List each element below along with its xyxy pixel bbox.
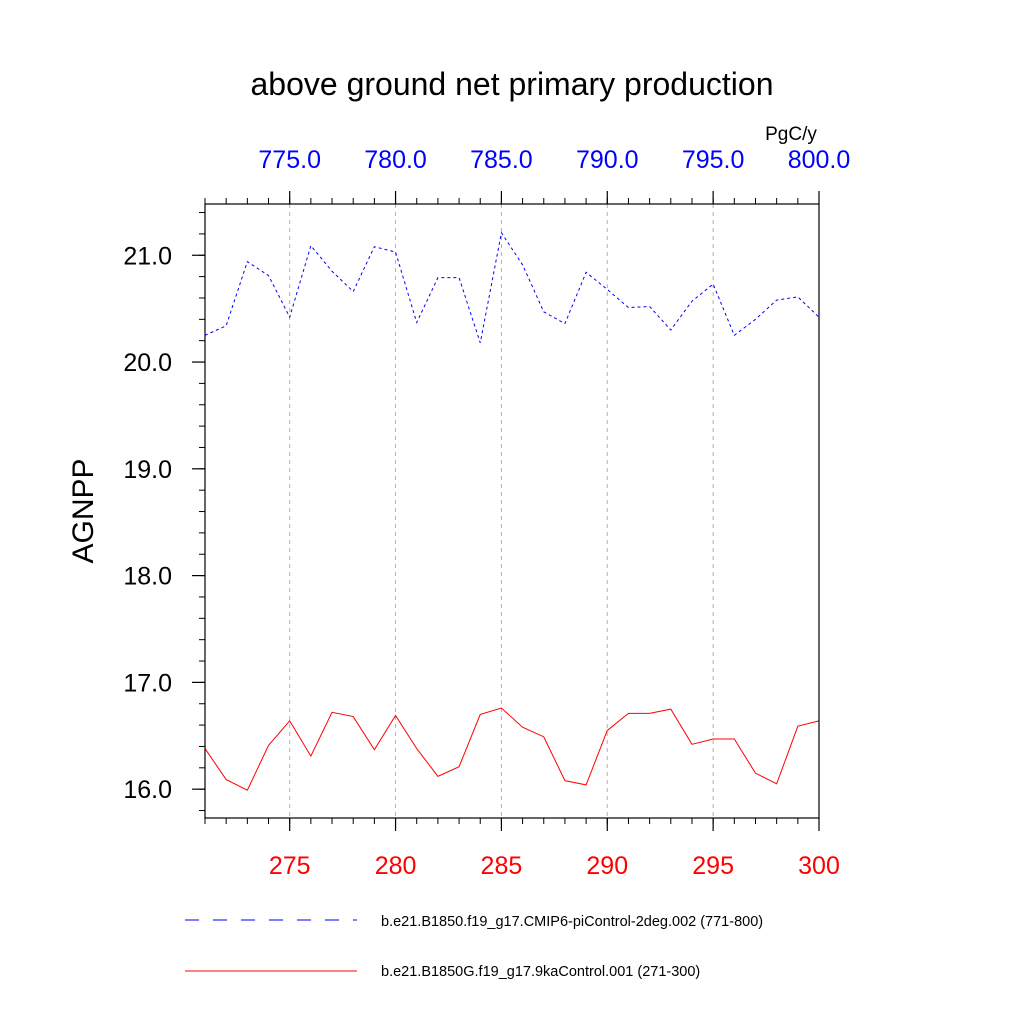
chart-title: above ground net primary production xyxy=(251,66,774,102)
legend-label-series-1: b.e21.B1850.f19_g17.CMIP6-piControl-2deg… xyxy=(381,914,763,930)
y-axis-label: AGNPP xyxy=(67,458,100,563)
y-tick-label: 20.0 xyxy=(123,349,172,377)
top-tick-label: 790.0 xyxy=(576,146,639,174)
series-layer xyxy=(204,231,820,791)
grid xyxy=(289,204,714,818)
top-tick-label: 800.0 xyxy=(788,146,851,174)
legend: b.e21.B1850.f19_g17.CMIP6-piControl-2deg… xyxy=(185,914,763,980)
bottom-tick-label: 295 xyxy=(692,852,734,880)
top-tick-label: 795.0 xyxy=(682,146,745,174)
y-tick-label: 17.0 xyxy=(123,669,172,697)
top-tick-label: 775.0 xyxy=(258,146,321,174)
units-label: PgC/y xyxy=(765,124,817,145)
top-tick-label: 785.0 xyxy=(470,146,533,174)
bottom-tick-label: 275 xyxy=(269,852,311,880)
bottom-tick-label: 280 xyxy=(375,852,417,880)
bottom-tick-label: 300 xyxy=(798,852,840,880)
bottom-tick-label: 285 xyxy=(481,852,523,880)
legend-label-series-2: b.e21.B1850G.f19_g17.9kaControl.001 (271… xyxy=(381,964,700,980)
top-tick-labels: 775.0 780.0 785.0 790.0 795.0 800.0 xyxy=(258,146,850,174)
series-line-2 xyxy=(204,707,820,791)
y-tick-label: 18.0 xyxy=(123,563,172,591)
y-tick-label: 21.0 xyxy=(123,242,172,270)
bottom-tick-label: 290 xyxy=(586,852,628,880)
plot-frame xyxy=(204,203,820,819)
top-tick-label: 780.0 xyxy=(364,146,427,174)
series-line-1 xyxy=(204,231,820,343)
y-tick-label: 16.0 xyxy=(123,776,172,804)
bottom-tick-labels: 275 280 285 290 295 300 xyxy=(269,852,840,880)
major-ticks xyxy=(192,191,820,831)
y-tick-labels: 16.0 17.0 18.0 19.0 20.0 21.0 xyxy=(123,242,172,804)
y-tick-label: 19.0 xyxy=(123,456,172,484)
